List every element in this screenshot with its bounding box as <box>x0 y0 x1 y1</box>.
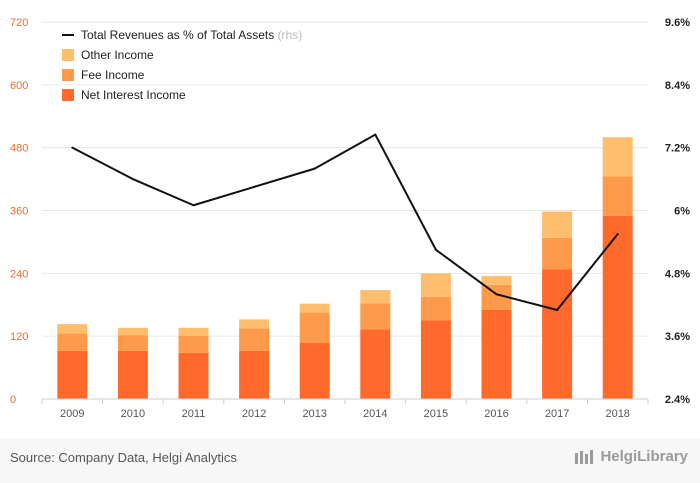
footer: Source: Company Data, Helgi Analytics He… <box>0 438 700 483</box>
bar-net-interest-income <box>360 329 391 399</box>
y-right-tick-label: 4.8% <box>665 268 690 280</box>
bars <box>57 137 633 399</box>
bar-fee-income <box>178 335 209 353</box>
bar-net-interest-income <box>299 342 330 399</box>
legend-label-revenue-ratio: Total Revenues as % of Total Assets (rhs… <box>81 28 302 42</box>
y-left-tick-label: 0 <box>10 394 16 406</box>
y-right-tick-label: 2.4% <box>665 394 690 406</box>
y-right-tick-label: 9.6% <box>665 17 690 29</box>
bar-fee-income <box>542 237 573 270</box>
y-left-tick-label: 360 <box>10 206 28 218</box>
bar-other-income <box>542 211 573 238</box>
bar-other-income <box>602 137 633 177</box>
bar-other-income <box>239 319 270 329</box>
source-note: Source: Company Data, Helgi Analytics <box>10 450 237 465</box>
y-right-tick-label: 6% <box>674 206 690 218</box>
bar-net-interest-income <box>420 320 451 399</box>
axes: 0 2.4% 120 3.6% 240 4.8% 360 6% 480 7.2% 600 8.4% 72… <box>10 17 690 420</box>
y-left-tick-label: 720 <box>10 17 28 29</box>
bar-other-income <box>299 303 330 313</box>
line-point <box>556 308 559 311</box>
bar-fee-income <box>299 312 330 343</box>
line-point <box>71 146 74 149</box>
y-right-tick-label: 3.6% <box>665 331 690 343</box>
line-point <box>313 167 316 170</box>
bar-fee-income <box>602 176 633 216</box>
x-tick-label: 2018 <box>605 408 629 420</box>
bar-fee-income <box>57 333 88 351</box>
legend-swatch <box>62 69 74 81</box>
legend-swatch <box>62 89 74 101</box>
bar-net-interest-income <box>57 350 88 399</box>
legend: Total Revenues as % of Total Assets (rhs… <box>62 28 302 102</box>
y-left-tick-label: 240 <box>10 268 28 280</box>
bar-net-interest-income <box>542 269 573 399</box>
line-point <box>253 185 256 188</box>
line-point <box>495 293 498 296</box>
line-point <box>131 178 134 181</box>
x-tick-label: 2010 <box>121 408 145 420</box>
bar-other-income <box>481 275 512 285</box>
x-tick-label: 2009 <box>60 408 84 420</box>
y-left-tick-label: 120 <box>10 331 28 343</box>
x-tick-label: 2012 <box>242 408 266 420</box>
line-point <box>192 204 195 207</box>
line-path <box>71 133 619 311</box>
bar-net-interest-income <box>481 309 512 399</box>
legend-label: Fee Income <box>81 68 145 82</box>
bar-net-interest-income <box>117 350 148 399</box>
line-point <box>434 248 437 251</box>
y-right-tick-label: 8.4% <box>665 80 690 92</box>
x-tick-label: 2015 <box>424 408 448 420</box>
bar-other-income <box>360 290 391 304</box>
line-point <box>616 233 619 236</box>
library-icon <box>575 450 594 465</box>
bar-fee-income <box>117 335 148 351</box>
bar-other-income <box>117 327 148 336</box>
x-tick-label: 2014 <box>363 408 387 420</box>
chart: 0 2.4% 120 3.6% 240 4.8% 360 6% 480 7.2% 600 8.4% 72… <box>10 17 690 420</box>
bar-fee-income <box>420 296 451 321</box>
bar-fee-income <box>239 328 270 351</box>
legend-label: Net Interest Income <box>81 88 186 102</box>
y-right-tick-label: 7.2% <box>665 143 690 155</box>
bar-other-income <box>178 327 209 336</box>
revenue-ratio-line <box>71 133 619 311</box>
bar-other-income <box>57 324 88 334</box>
y-left-tick-label: 480 <box>10 143 28 155</box>
bar-net-interest-income <box>178 352 209 399</box>
x-tick-label: 2017 <box>545 408 569 420</box>
bar-other-income <box>420 273 451 297</box>
legend-swatch <box>62 49 74 61</box>
x-tick-label: 2013 <box>302 408 326 420</box>
bar-net-interest-income <box>239 350 270 399</box>
brand-logo: HelgiLibrary <box>574 448 688 465</box>
legend-label: Other Income <box>81 48 154 62</box>
bar-net-interest-income <box>602 215 633 399</box>
x-tick-label: 2016 <box>484 408 508 420</box>
bar-fee-income <box>360 303 391 330</box>
y-left-tick-label: 600 <box>10 80 28 92</box>
x-tick-label: 2011 <box>182 408 206 420</box>
brand-name: HelgiLibrary <box>600 448 688 465</box>
line-point <box>374 133 377 136</box>
